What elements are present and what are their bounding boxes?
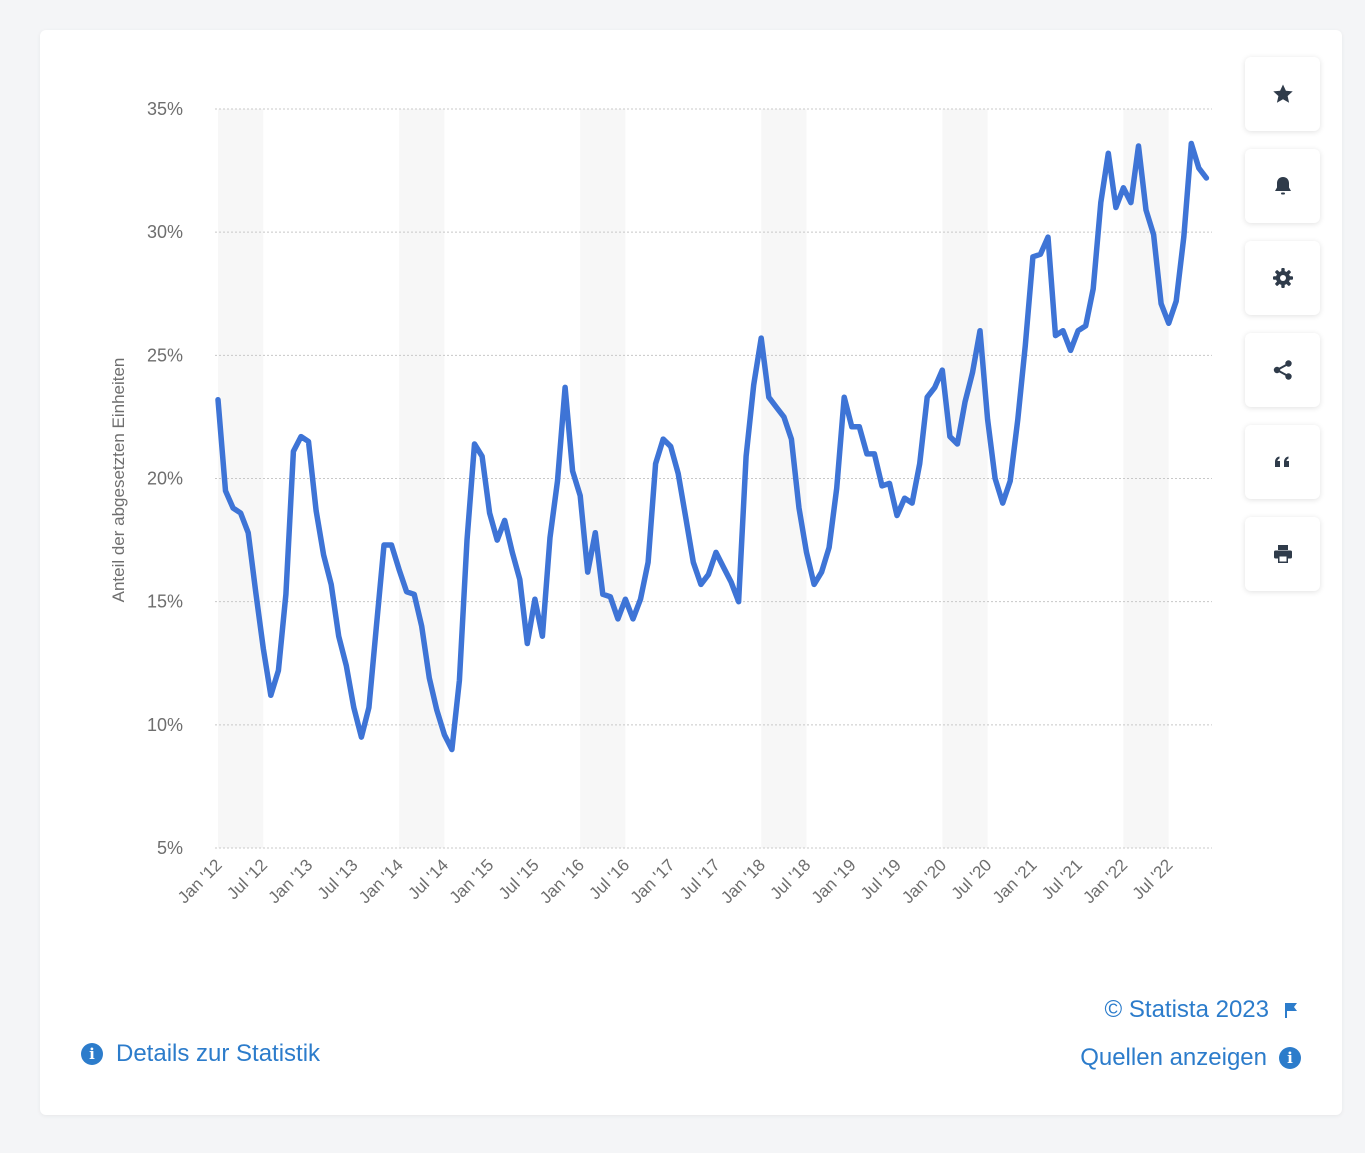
x-tick-label: Jul '14	[404, 855, 452, 903]
cite-button[interactable]	[1245, 425, 1320, 499]
x-tick-label: Jul '17	[676, 855, 724, 903]
copyright-link[interactable]: © Statista 2023	[1105, 996, 1299, 1024]
star-icon	[1272, 84, 1293, 103]
x-tick-label: Jan '13	[265, 855, 317, 907]
y-tick-label: 15%	[147, 592, 183, 612]
x-tick-label: Jan '14	[355, 855, 407, 907]
x-tick-label: Jul '16	[585, 855, 633, 903]
year-band	[1123, 109, 1169, 848]
x-tick-label: Jul '20	[948, 855, 996, 903]
x-tick-label: Jan '22	[1079, 855, 1131, 907]
x-tick-label: Jul '22	[1129, 855, 1177, 903]
details-link[interactable]: i Details zur Statistik	[81, 1040, 320, 1068]
x-tick-label: Jan '19	[808, 855, 860, 907]
print-button[interactable]	[1245, 517, 1320, 591]
year-band	[399, 109, 445, 848]
x-tick-label: Jan '20	[898, 855, 950, 907]
settings-button[interactable]	[1245, 241, 1320, 315]
x-tick-label: Jan '21	[989, 855, 1041, 907]
y-tick-label: 35%	[147, 99, 183, 119]
info-icon: i	[1279, 1047, 1301, 1069]
y-tick-label: 20%	[147, 469, 183, 489]
x-tick-label: Jul '19	[857, 855, 905, 903]
printer-icon	[1273, 545, 1292, 563]
flag-icon	[1285, 1003, 1297, 1018]
x-tick-label: Jul '12	[223, 855, 271, 903]
y-tick-label: 5%	[157, 838, 183, 858]
favorite-button[interactable]	[1245, 57, 1320, 131]
bell-icon	[1274, 177, 1291, 195]
x-tick-label: Jan '16	[536, 855, 588, 907]
sources-label: Quellen anzeigen	[1080, 1044, 1267, 1071]
details-label: Details zur Statistik	[116, 1040, 321, 1067]
share-icon	[1273, 360, 1292, 380]
x-tick-label: Jan '12	[174, 855, 226, 907]
x-tick-label: Jul '15	[495, 855, 543, 903]
y-tick-label: 30%	[147, 222, 183, 242]
share-button[interactable]	[1245, 333, 1320, 407]
gear-icon	[1272, 268, 1293, 288]
y-axis-label: Anteil der abgesetzten Einheiten	[109, 358, 128, 603]
x-tick-label: Jan '18	[717, 855, 769, 907]
x-tick-label: Jul '21	[1038, 855, 1086, 903]
y-tick-label: 25%	[147, 345, 183, 365]
copyright-label: © Statista 2023	[1104, 996, 1269, 1023]
notification-button[interactable]	[1245, 149, 1320, 223]
sources-link[interactable]: Quellen anzeigen i	[1080, 1044, 1301, 1072]
quote-icon	[1274, 456, 1289, 467]
x-tick-label: Jul '13	[314, 855, 362, 903]
series-line	[215, 140, 1210, 753]
x-tick-label: Jan '15	[446, 855, 498, 907]
y-tick-label: 10%	[147, 715, 183, 735]
info-icon: i	[81, 1043, 103, 1065]
x-tick-label: Jan '17	[627, 855, 679, 907]
year-band	[580, 109, 626, 848]
x-tick-label: Jul '18	[767, 855, 815, 903]
